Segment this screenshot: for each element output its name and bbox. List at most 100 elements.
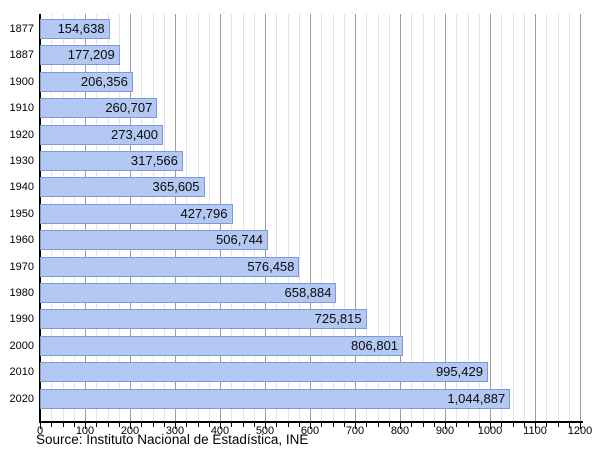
x-axis-tick xyxy=(478,423,480,427)
minor-gridline xyxy=(253,14,255,421)
x-axis-tick xyxy=(62,423,64,427)
x-tick-label: 700 xyxy=(345,425,365,437)
year-label: 1900 xyxy=(9,75,34,88)
x-axis-tick xyxy=(310,423,311,429)
year-label: 1887 xyxy=(9,49,34,62)
bar-value-label: 260,707 xyxy=(105,100,153,116)
bar: 177,209 xyxy=(40,45,120,66)
x-axis-tick xyxy=(276,423,278,427)
bar-value-label: 427,796 xyxy=(180,205,228,221)
minor-gridline xyxy=(343,14,345,421)
major-gridline xyxy=(445,14,446,421)
x-axis-tick xyxy=(490,423,491,429)
minor-gridline xyxy=(287,14,289,421)
x-axis-tick xyxy=(377,423,379,427)
bar-value-label: 506,744 xyxy=(216,232,264,248)
x-axis-tick xyxy=(242,423,244,427)
x-axis-tick xyxy=(557,423,559,427)
x-axis-tick xyxy=(208,423,210,427)
major-gridline xyxy=(310,14,311,421)
x-axis-tick xyxy=(546,423,548,427)
x-tick-label: 500 xyxy=(255,425,275,437)
bar-value-label: 206,356 xyxy=(80,73,128,89)
bar: 506,744 xyxy=(40,230,269,251)
year-label: 1960 xyxy=(9,234,34,247)
year-label: 1920 xyxy=(9,128,34,141)
x-axis-tick xyxy=(287,423,289,427)
bar: 206,356 xyxy=(40,71,133,92)
minor-gridline xyxy=(467,14,469,421)
year-label: 2010 xyxy=(9,366,34,379)
bar-value-label: 273,400 xyxy=(111,126,159,142)
x-axis-tick xyxy=(523,423,525,427)
major-gridline xyxy=(580,14,581,421)
year-label: 2000 xyxy=(9,339,34,352)
x-axis-tick xyxy=(175,423,176,429)
x-axis-tick xyxy=(197,423,199,427)
x-tick-label: 1200 xyxy=(567,425,593,437)
x-axis-tick xyxy=(343,423,345,427)
bar: 317,566 xyxy=(40,151,183,171)
year-label: 1877 xyxy=(9,23,34,35)
year-label: 1990 xyxy=(9,313,34,326)
year-label: 1980 xyxy=(9,287,34,299)
minor-gridline xyxy=(332,14,334,421)
x-axis-tick xyxy=(355,423,356,429)
minor-gridline xyxy=(366,14,368,421)
x-axis-tick xyxy=(118,423,120,427)
minor-gridline xyxy=(501,14,503,421)
minor-gridline xyxy=(411,14,413,421)
x-axis-tick xyxy=(141,423,143,427)
bar: 1,044,887 xyxy=(40,388,511,409)
bar-value-label: 725,815 xyxy=(314,311,362,327)
x-tick-label: 200 xyxy=(120,425,140,437)
minor-gridline xyxy=(321,14,323,421)
major-gridline xyxy=(355,14,356,421)
x-tick-label: 0 xyxy=(36,425,44,437)
x-axis-tick xyxy=(186,423,188,427)
bar-value-label: 806,801 xyxy=(351,337,399,353)
bar: 273,400 xyxy=(40,124,164,145)
year-label: 1910 xyxy=(9,102,34,115)
x-axis-tick xyxy=(433,423,435,427)
minor-gridline xyxy=(512,14,514,421)
x-axis-tick xyxy=(400,423,401,429)
bar-value-label: 995,429 xyxy=(435,364,483,380)
bar: 725,815 xyxy=(40,309,367,330)
major-gridline xyxy=(490,14,491,421)
bar: 427,796 xyxy=(40,203,233,224)
x-axis-tick xyxy=(231,423,233,427)
x-axis-tick xyxy=(163,423,165,427)
bar: 365,605 xyxy=(40,177,205,198)
x-axis-tick xyxy=(152,423,154,427)
x-axis-tick xyxy=(107,423,109,427)
x-axis-tick xyxy=(422,423,424,427)
x-axis-tick xyxy=(580,423,581,429)
minor-gridline xyxy=(242,14,244,421)
year-label: 1930 xyxy=(9,155,34,167)
x-axis-tick xyxy=(40,423,41,429)
minor-gridline xyxy=(377,14,379,421)
x-tick-label: 1100 xyxy=(523,425,547,437)
year-label: 1950 xyxy=(9,207,34,220)
bar: 658,884 xyxy=(40,283,337,303)
x-axis-tick xyxy=(298,423,300,427)
minor-gridline xyxy=(433,14,435,421)
x-axis-tick xyxy=(501,423,503,427)
x-axis-tick xyxy=(332,423,334,427)
x-axis-tick xyxy=(96,423,98,427)
x-axis-tick xyxy=(445,423,446,429)
x-tick-label: 900 xyxy=(435,425,455,437)
x-axis-tick xyxy=(85,423,86,429)
x-tick-label: 800 xyxy=(390,425,410,437)
minor-gridline xyxy=(422,14,424,421)
year-label: 2020 xyxy=(9,392,34,405)
bar-value-label: 177,209 xyxy=(67,47,115,63)
bar: 576,458 xyxy=(40,256,300,277)
minor-gridline xyxy=(298,14,300,421)
year-label: 1970 xyxy=(9,260,34,273)
x-tick-label: 1000 xyxy=(477,425,503,437)
year-label: 1940 xyxy=(9,181,34,194)
x-axis-tick xyxy=(467,423,469,427)
